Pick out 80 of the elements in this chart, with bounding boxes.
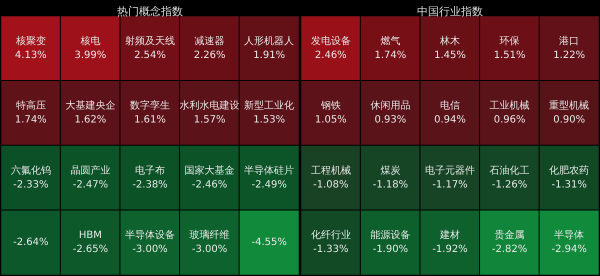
category-label: 建材: [439, 229, 460, 242]
category-label: 能源设备: [370, 229, 410, 242]
category-label: 半导体设备: [125, 229, 175, 242]
data-label: -3.00%: [192, 244, 228, 256]
data-label: -2.33%: [13, 179, 48, 190]
data-label: 1.51%: [494, 50, 526, 61]
data-label: -2.46%: [192, 179, 228, 190]
data-label: 3.99%: [74, 50, 106, 61]
category-label: 环保: [500, 36, 520, 47]
category-label: 水利水电建设: [180, 100, 240, 112]
data-label: -2.49%: [252, 179, 287, 190]
data-label: 1.45%: [434, 50, 466, 61]
category-label: 休闲用品: [370, 100, 410, 112]
data-label: 1.91%: [253, 50, 286, 61]
category-label: 工程机械: [310, 164, 351, 176]
data-label: 1.62%: [74, 114, 106, 126]
category-label: 核聚变: [14, 34, 46, 47]
data-label: -1.90%: [372, 244, 408, 256]
category-label: 燃气: [380, 34, 400, 47]
category-label: 六氟化钨: [10, 164, 51, 176]
data-label: -2.47%: [72, 179, 108, 190]
data-label: 1.22%: [553, 50, 586, 61]
data-label: 1.57%: [194, 114, 226, 126]
category-label: 电信: [440, 100, 460, 112]
data-label: -2.64%: [13, 237, 48, 248]
category-label: 钢铁: [320, 100, 341, 112]
category-label: 贵金属: [494, 229, 525, 242]
data-label: -1.18%: [372, 179, 408, 190]
data-label: 1.53%: [253, 114, 286, 126]
category-label: 晶圆产业: [70, 164, 110, 176]
category-label: 化纤行业: [310, 229, 351, 242]
data-label: 1.61%: [134, 114, 166, 126]
data-label: -1.31%: [552, 179, 587, 190]
data-label: 1.74%: [374, 50, 406, 61]
data-label: -3.00%: [132, 244, 168, 256]
category-label: 发电设备: [310, 34, 351, 47]
category-label: 减速器: [194, 34, 225, 47]
category-label: 国家大基金: [184, 164, 235, 176]
data-label: -2.82%: [492, 244, 528, 256]
category-label: 新型工业化: [244, 100, 294, 112]
data-label: 1.05%: [314, 114, 347, 126]
text: 中国行业指数: [417, 5, 483, 18]
category-label: 半导体: [554, 229, 584, 242]
category-label: 林木: [439, 34, 460, 47]
category-label: 电子元器件: [425, 164, 475, 176]
category-label: 半导体硅片: [244, 164, 294, 176]
data-label: 2.46%: [314, 50, 347, 61]
category-label: 大基建央企: [65, 100, 116, 112]
category-label: 数字孪生: [130, 100, 170, 112]
category-label: 电子布: [135, 164, 165, 176]
data-label: -2.94%: [552, 244, 587, 256]
category-label: 工业机械: [490, 100, 530, 112]
data-label: 0.90%: [553, 114, 586, 126]
category-label: 石油化工: [490, 164, 530, 176]
category-label: 射频及天线: [125, 34, 175, 47]
data-label: -1.08%: [313, 179, 348, 190]
text: 热门概念指数: [117, 5, 183, 18]
category-label: 煤炭: [380, 164, 400, 176]
data-label: -1.17%: [432, 179, 468, 190]
data-label: -2.65%: [72, 244, 108, 256]
data-label: 2.26%: [194, 50, 226, 61]
data-label: 0.93%: [374, 114, 406, 126]
data-label: 4.13%: [14, 50, 47, 61]
data-label: -1.92%: [432, 244, 468, 256]
data-label: 0.94%: [434, 114, 466, 126]
data-label: 1.74%: [14, 114, 47, 126]
data-label: 2.54%: [134, 50, 166, 61]
data-label: 0.96%: [494, 114, 526, 126]
category-label: 化肥农药: [549, 164, 590, 176]
data-label: -1.33%: [313, 244, 348, 256]
data-label: -2.38%: [132, 179, 168, 190]
category-label: 核电: [79, 34, 100, 47]
category-label: 玻璃纤维: [190, 229, 230, 242]
category-label: HBM: [78, 230, 102, 242]
category-label: 特高压: [16, 100, 46, 112]
data-label: -1.26%: [492, 179, 528, 190]
category-label: 人形机器人: [244, 34, 294, 47]
category-label: 重型机械: [549, 100, 590, 112]
category-label: 港口: [559, 34, 580, 47]
data-label: -4.55%: [252, 237, 287, 248]
